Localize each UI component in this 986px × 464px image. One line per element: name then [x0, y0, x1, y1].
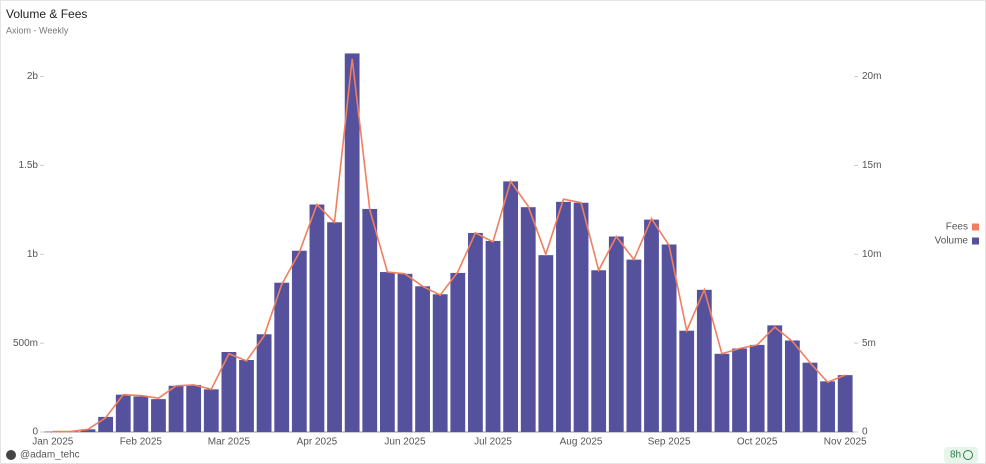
badge: 8h: [950, 450, 961, 461]
x-tick-label: Jun 2025: [384, 437, 426, 448]
y2-tick-label: 15m: [862, 160, 881, 171]
bar: [221, 352, 237, 432]
chart-title: Volume & Fees: [6, 7, 87, 21]
bar: [291, 250, 307, 432]
bar: [432, 294, 448, 432]
bar: [468, 232, 483, 432]
bar: [591, 270, 607, 432]
y-tick-label: 2b: [27, 71, 39, 82]
bar: [274, 282, 290, 432]
bar: [608, 236, 624, 432]
bar: [168, 385, 184, 432]
bar: [397, 273, 413, 432]
y2-tick-label: 10m: [862, 249, 881, 260]
legend-label: Fees: [946, 222, 968, 233]
x-tick-label: Mar 2025: [208, 437, 251, 448]
bar: [327, 222, 342, 432]
bar: [767, 325, 783, 432]
bar: [820, 381, 835, 432]
x-tick-label: Jan 2025: [32, 437, 74, 448]
bar: [837, 375, 853, 432]
bar: [485, 240, 501, 432]
bar: [714, 353, 730, 432]
legend-swatch: [972, 223, 979, 231]
bar: [115, 394, 131, 432]
x-tick-label: Aug 2025: [560, 437, 603, 448]
bar: [344, 53, 360, 432]
bar: [256, 334, 272, 432]
bar: [98, 416, 114, 432]
bar: [362, 208, 378, 432]
y-tick-label: 500m: [13, 338, 38, 349]
bar: [573, 202, 589, 432]
y-tick-label: 1b: [27, 249, 39, 260]
bar: [732, 348, 747, 432]
bar: [802, 362, 818, 432]
bar: [239, 360, 254, 432]
bar: [696, 289, 712, 432]
bar: [520, 207, 536, 432]
x-tick-label: Nov 2025: [824, 437, 867, 448]
bar: [556, 201, 571, 432]
bar: [626, 259, 642, 432]
x-tick-label: Feb 2025: [120, 437, 163, 448]
bar: [503, 181, 519, 432]
chart-subtitle: Axiom - Weekly: [6, 25, 69, 35]
bar: [538, 255, 554, 432]
legend-label: Volume: [935, 236, 969, 247]
y-tick-label: 1.5b: [19, 160, 39, 171]
y2-tick-label: 20m: [862, 71, 881, 82]
avatar: [6, 450, 16, 460]
bar: [644, 219, 659, 432]
bar: [309, 204, 325, 432]
fees-line: [52, 58, 846, 433]
badge-icon: [963, 450, 973, 460]
bar: [450, 272, 466, 432]
x-tick-label: Jul 2025: [474, 437, 512, 448]
y-tick-label: 0: [32, 427, 38, 438]
bar: [661, 244, 677, 432]
bar: [133, 396, 149, 432]
x-tick-label: Apr 2025: [297, 437, 338, 448]
y2-tick-label: 0: [862, 427, 868, 438]
bar: [784, 340, 800, 432]
legend-swatch: [972, 237, 979, 245]
bar: [80, 429, 96, 432]
bar: [379, 272, 395, 432]
bar: [203, 389, 219, 432]
bar: [151, 399, 166, 432]
footer: @adam_tehc: [20, 450, 80, 461]
bar: [186, 384, 202, 432]
bar: [679, 330, 695, 432]
bar: [749, 344, 765, 432]
bar: [415, 286, 430, 432]
x-tick-label: Oct 2025: [737, 437, 778, 448]
x-tick-label: Sep 2025: [648, 437, 691, 448]
y2-tick-label: 5m: [862, 338, 876, 349]
